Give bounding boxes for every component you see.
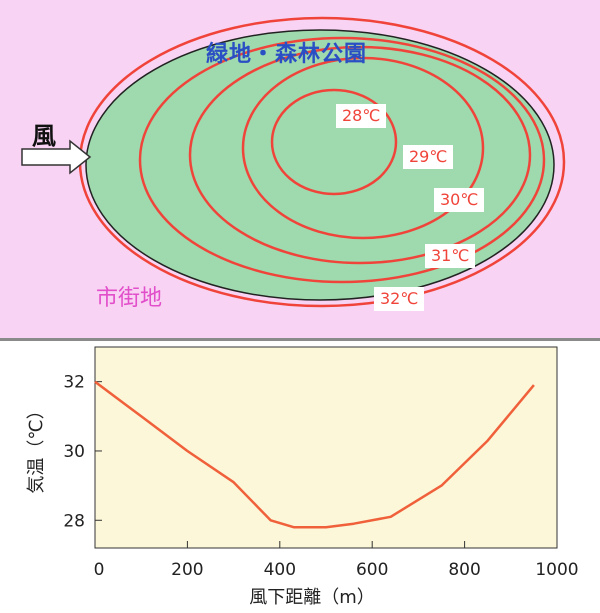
y-tick-label: 32 xyxy=(63,373,85,393)
x-tick-label: 0 xyxy=(94,560,105,580)
park-isotherm-map xyxy=(21,16,566,308)
y-axis-label: 気温（℃） xyxy=(26,401,47,493)
x-axis-label: 風下距離（m） xyxy=(249,587,375,608)
isotherm-label-29: 29℃ xyxy=(403,145,454,169)
series-line xyxy=(94,380,535,529)
temperature-chart: 28 30 32 0 200 400 600 800 1000 気温（℃） 風下距離（m） xyxy=(26,346,579,608)
isotherm-31 xyxy=(138,36,546,284)
panel-divider xyxy=(0,338,600,341)
isotherm-label-31: 31℃ xyxy=(425,244,476,268)
isotherm-29 xyxy=(241,56,485,240)
x-tick-label: 400 xyxy=(264,560,296,580)
isotherm-label-28: 28℃ xyxy=(336,104,387,128)
plot-area xyxy=(94,346,558,549)
wind-label: 風 xyxy=(32,122,56,150)
isotherm-label-30: 30℃ xyxy=(434,188,485,212)
y-tick-label: 30 xyxy=(63,442,85,462)
x-tick-label: 1000 xyxy=(535,560,578,580)
x-tick-label: 200 xyxy=(171,560,203,580)
x-tick-label: 800 xyxy=(448,560,480,580)
x-tick-label: 600 xyxy=(356,560,388,580)
city-label: 市街地 xyxy=(96,286,163,311)
wind-arrow-icon xyxy=(21,139,92,175)
park-title: 緑地・森林公園 xyxy=(206,42,368,67)
y-tick-label: 28 xyxy=(63,511,85,531)
park-area xyxy=(85,29,555,301)
isotherm-28 xyxy=(270,88,398,196)
isotherm-label-32: 32℃ xyxy=(374,287,425,311)
isotherm-30 xyxy=(188,45,532,265)
